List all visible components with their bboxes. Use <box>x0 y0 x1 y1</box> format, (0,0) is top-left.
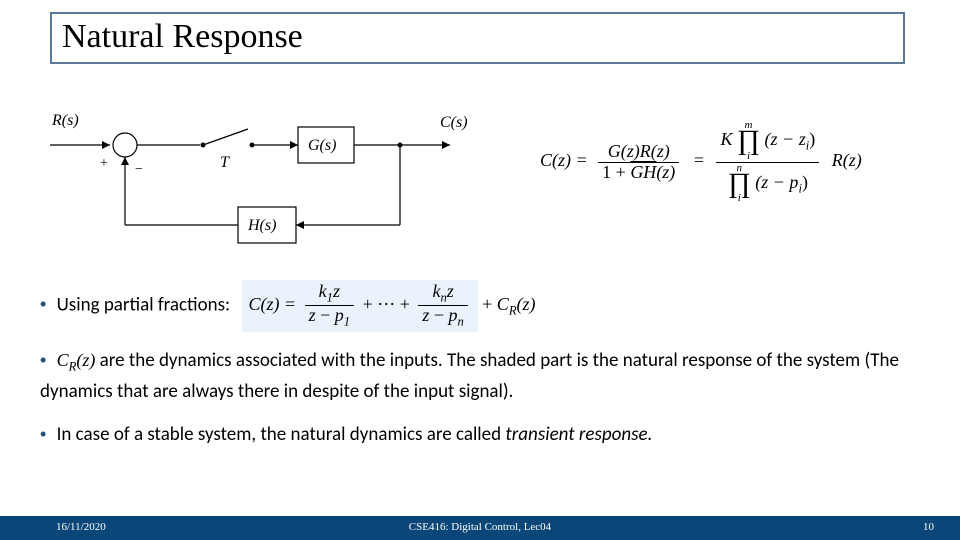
cz-eq2: = <box>694 150 704 170</box>
signal-cs: C(s) <box>440 114 468 131</box>
bullet2-text: are the dynamics associated with the inp… <box>40 349 899 403</box>
cz-close1: ) <box>809 129 815 149</box>
cz-k: K <box>720 129 732 149</box>
sum-plus: + <box>100 156 108 171</box>
z1: z <box>333 281 340 301</box>
cz-equation: C(z) = G(z)R(z) 1 + GH(z) = K m ∏ i (z −… <box>540 120 940 230</box>
cz-frac1-den-pre: 1 + <box>602 162 630 182</box>
signal-rs: R(s) <box>51 112 79 129</box>
cz-frac1-den-post: (z) <box>656 162 675 182</box>
bullet-cr-explain: • CR(z) are the dynamics associated with… <box>40 346 930 407</box>
k1: k <box>319 281 327 301</box>
cr-c: C <box>497 294 509 314</box>
partial-expansion: C(z) = k1z z − p1 + ⋯ + knz z − pn <box>242 280 477 332</box>
cz-close2: ) <box>802 172 808 192</box>
cz-frac1-gh: GH <box>630 162 656 182</box>
p1: p <box>335 305 344 325</box>
footer-page: 10 <box>923 521 934 533</box>
cr2-c: C <box>57 350 69 370</box>
slide-title: Natural Response <box>50 12 905 64</box>
cr-inline: CR(z) <box>57 350 96 370</box>
cr-post: (z) <box>517 294 536 314</box>
bullet-dot3: • <box>40 424 46 444</box>
bullet-dot2: • <box>40 350 46 370</box>
partial-cz: C(z) = <box>248 294 296 314</box>
zden1: z <box>309 305 316 325</box>
sum-minus: − <box>135 162 143 177</box>
plus-cr-pre: + <box>482 294 497 314</box>
bullet3-text: In case of a stable system, the natural … <box>57 423 506 446</box>
zdenn: z <box>422 305 429 325</box>
bullet-partial: • Using partial fractions: C(z) = k1z z … <box>40 280 930 332</box>
prod-sym2: ∏ <box>728 174 751 194</box>
cz-frac1-num: G(z)R(z) <box>598 142 679 163</box>
zn: z <box>447 281 454 301</box>
footer-course: CSE416: Digital Control, Lec04 <box>0 521 960 533</box>
cz-lhs: C(z) = <box>540 150 588 170</box>
footer: 16/11/2020 CSE416: Digital Control, Lec0… <box>0 516 960 540</box>
prod-sym1: ∏ <box>737 131 760 151</box>
cz-zi: (z − z <box>765 129 806 149</box>
bullet3-em: transient response. <box>505 423 652 446</box>
dots: + ⋯ + <box>363 294 410 314</box>
plus-cr-wrap: + CR(z) <box>482 294 535 314</box>
block-hs: H(s) <box>247 217 276 234</box>
bullet-dot: • <box>40 294 46 314</box>
pn: p <box>449 305 458 325</box>
bullet-list: • Using partial fractions: C(z) = k1z z … <box>40 280 930 464</box>
sampler-t: T <box>220 154 230 171</box>
partial-label: Using partial fractions: <box>57 293 231 316</box>
pnsub: n <box>458 315 464 329</box>
cr2-post: (z) <box>76 350 95 370</box>
cr-sub: R <box>509 304 517 318</box>
cz-rz: R(z) <box>832 150 862 170</box>
cz-pi: (z − p <box>755 172 798 192</box>
p1sub: 1 <box>344 315 350 329</box>
block-gs: G(s) <box>308 137 336 154</box>
block-diagram: R(s) + − T G(s) C(s) H(s) <box>40 95 480 260</box>
bullet-transient: • In case of a stable system, the natura… <box>40 420 930 449</box>
